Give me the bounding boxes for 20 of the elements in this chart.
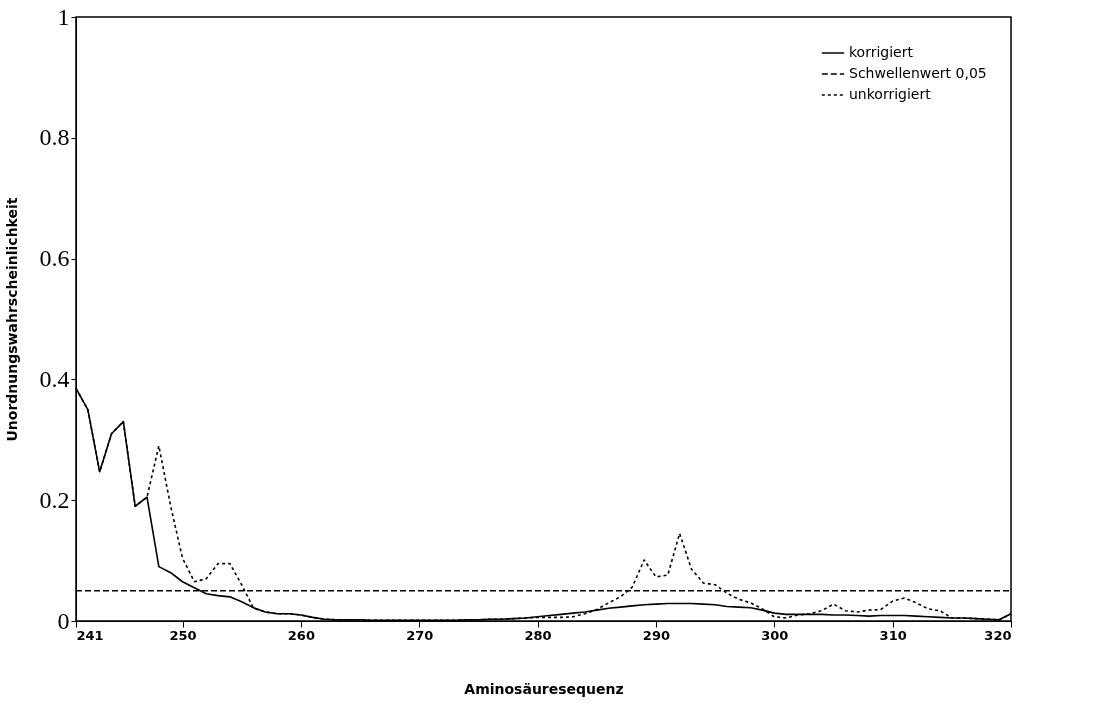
legend-label: unkorrigiert [849,86,932,102]
x-axis-title: Aminosäuresequenz [464,680,624,697]
y-tick-label: 0.6 [39,245,70,272]
x-tick-label: 320 [984,627,1012,643]
x-tick-label: 300 [761,627,789,643]
x-tick-label: 290 [642,627,671,643]
y-axis-title: Unordnungswahrscheinlichkeit [3,197,20,442]
x-tick-label: 310 [879,627,907,643]
y-tick-label: 0.8 [39,124,70,151]
legend-label: korrigiert [849,44,914,60]
legend-label: Schwellenwert 0,05 [849,65,987,81]
x-tick-label: 260 [287,627,315,643]
x-tick-label: 280 [524,627,552,643]
y-tick-label: 0 [57,607,70,634]
y-tick-label: 0.4 [39,365,70,392]
y-tick-label: 1 [57,3,70,30]
x-tick-label: 270 [406,627,434,643]
x-tick-label: 250 [169,627,197,643]
y-tick-label: 0.2 [39,486,70,513]
x-tick-label: 241 [76,627,104,643]
